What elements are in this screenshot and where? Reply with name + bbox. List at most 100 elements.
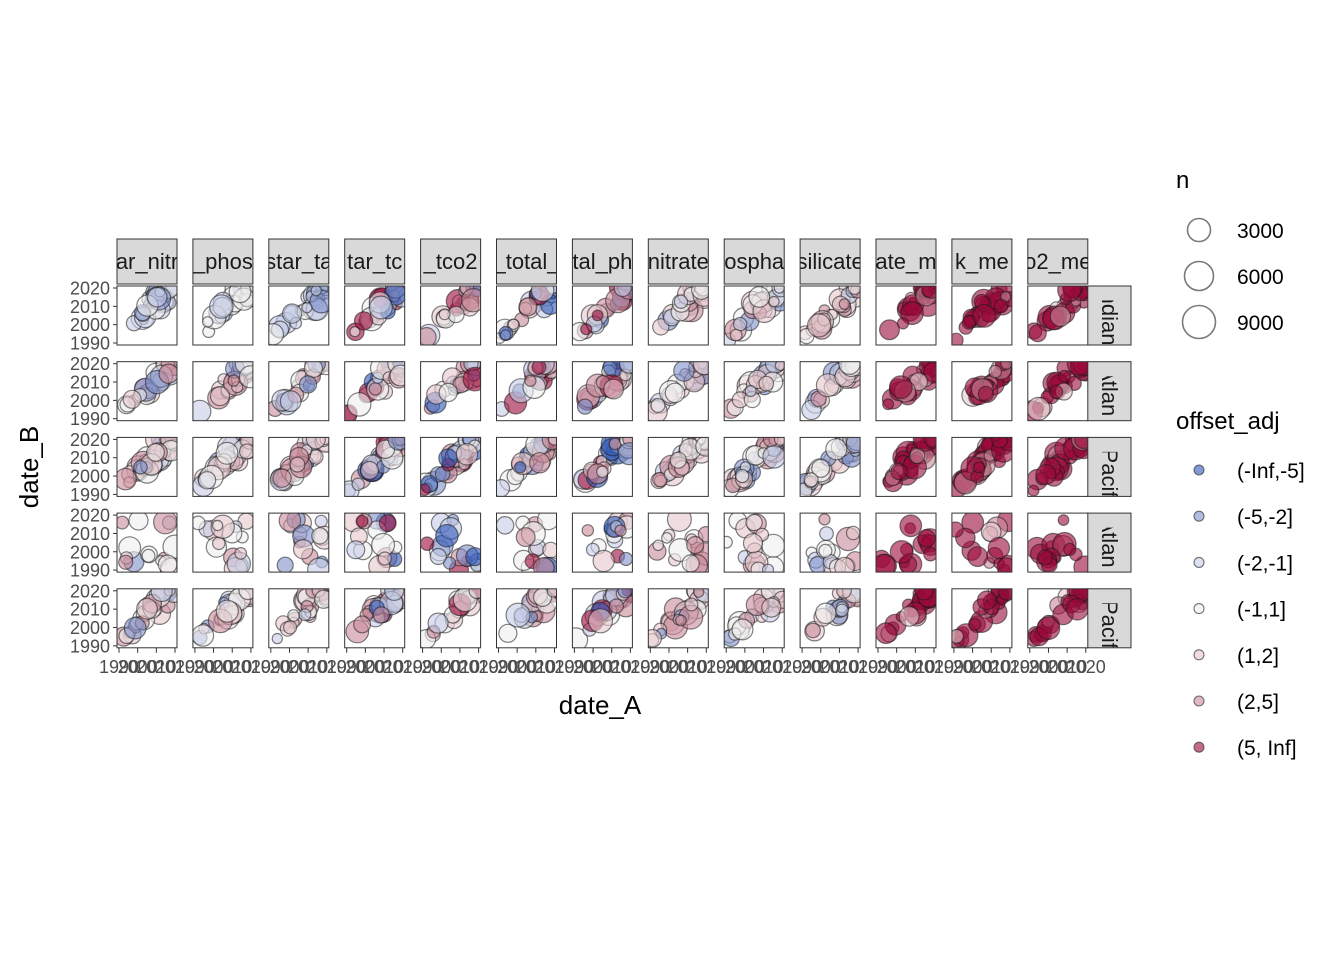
data-point bbox=[455, 442, 479, 466]
facet-panel bbox=[192, 361, 254, 422]
facet-panel bbox=[268, 588, 330, 649]
data-point bbox=[158, 363, 177, 384]
point-layer bbox=[192, 513, 253, 573]
facet-panel bbox=[116, 285, 178, 346]
strip-background bbox=[951, 238, 1013, 285]
point-layer bbox=[1027, 361, 1088, 421]
data-point bbox=[146, 443, 165, 462]
x-tick-label: 1990 bbox=[782, 657, 822, 677]
data-point bbox=[921, 286, 936, 299]
data-point bbox=[462, 366, 481, 392]
panel-border bbox=[496, 436, 557, 497]
data-point bbox=[923, 546, 936, 562]
data-point bbox=[673, 294, 689, 309]
facet-panel bbox=[571, 588, 633, 649]
column-facet-strip: tar_tc bbox=[344, 238, 406, 285]
data-point bbox=[805, 622, 821, 639]
facet-panel bbox=[1027, 436, 1089, 497]
data-point bbox=[1063, 542, 1077, 557]
data-point bbox=[692, 361, 709, 376]
point-layer bbox=[268, 286, 329, 345]
x-tick-label: 2020 bbox=[1066, 657, 1106, 677]
data-point bbox=[806, 313, 832, 338]
data-point bbox=[239, 443, 253, 460]
facet-panel bbox=[192, 285, 254, 346]
x-tick-label: 1990 bbox=[934, 657, 974, 677]
color-legend-key bbox=[1193, 741, 1205, 753]
panel-border bbox=[420, 512, 482, 573]
data-point bbox=[576, 398, 594, 415]
data-point bbox=[1074, 437, 1088, 450]
column-facet-strip: k_me bbox=[951, 238, 1013, 285]
panel-border bbox=[344, 361, 406, 422]
x-tick-label: 2010 bbox=[668, 657, 708, 677]
panel-border bbox=[1027, 361, 1089, 422]
data-point bbox=[761, 597, 782, 618]
data-point bbox=[1000, 361, 1012, 370]
data-point bbox=[122, 389, 142, 409]
strip-background bbox=[420, 238, 482, 285]
panel-border bbox=[192, 588, 254, 649]
point-layer bbox=[117, 513, 177, 573]
y-tick-label: 2010 bbox=[70, 600, 110, 620]
panel-border bbox=[571, 436, 633, 497]
panel-border bbox=[571, 512, 633, 573]
strip-background bbox=[723, 238, 785, 285]
data-point bbox=[420, 327, 437, 345]
data-point bbox=[1057, 286, 1082, 303]
data-point bbox=[372, 606, 390, 624]
facet-panel bbox=[116, 588, 178, 649]
data-point bbox=[819, 526, 834, 541]
data-point bbox=[1049, 384, 1064, 399]
data-point bbox=[581, 524, 595, 537]
strip-background bbox=[344, 238, 406, 285]
panel-border bbox=[192, 361, 254, 422]
point-layer bbox=[117, 361, 177, 415]
data-point bbox=[192, 399, 212, 421]
x-tick-label: 2000 bbox=[421, 657, 461, 677]
panel-border bbox=[951, 285, 1013, 346]
panel-border bbox=[268, 361, 330, 422]
y-tick-label: 2020 bbox=[70, 506, 110, 526]
strip-background bbox=[875, 238, 937, 285]
facet-panel bbox=[723, 361, 785, 422]
data-point bbox=[427, 612, 449, 634]
x-tick-label: 2020 bbox=[990, 657, 1030, 677]
x-tick-label: 1990 bbox=[706, 657, 746, 677]
data-point bbox=[234, 547, 248, 560]
facet-panel bbox=[647, 512, 709, 573]
strip-background bbox=[1027, 238, 1089, 285]
y-tick-label: 2000 bbox=[70, 467, 110, 487]
row-facet-label: Atlan bbox=[1097, 366, 1122, 416]
data-point bbox=[311, 527, 329, 545]
data-point bbox=[889, 540, 914, 564]
x-tick-label: 1990 bbox=[327, 657, 367, 677]
facet-panel bbox=[875, 361, 937, 422]
data-point bbox=[281, 303, 303, 324]
y-tick-label: 2010 bbox=[70, 297, 110, 317]
x-tick-label: 2000 bbox=[1028, 657, 1068, 677]
point-layer bbox=[581, 513, 633, 573]
data-point bbox=[353, 311, 374, 331]
y-tick-label: 2020 bbox=[70, 430, 110, 450]
x-tick-label: 2010 bbox=[744, 657, 784, 677]
row-facet-label: . Pacif bbox=[1097, 436, 1122, 498]
facet-panel bbox=[951, 436, 1013, 497]
facet-panel bbox=[420, 588, 482, 649]
data-point bbox=[580, 323, 593, 336]
data-point bbox=[1036, 549, 1054, 566]
data-point bbox=[420, 483, 431, 497]
data-point bbox=[128, 513, 149, 531]
data-point bbox=[675, 614, 687, 627]
panel-border bbox=[799, 361, 861, 422]
point-layer bbox=[496, 286, 557, 344]
size-legend-key bbox=[1186, 217, 1212, 243]
data-point bbox=[507, 318, 520, 331]
point-layer bbox=[951, 588, 1012, 648]
point-layer bbox=[878, 286, 936, 341]
color-legend-label: (-2,-1] bbox=[1237, 552, 1293, 575]
facet-panel bbox=[420, 436, 482, 497]
panel-border bbox=[116, 436, 178, 497]
data-point bbox=[268, 323, 285, 345]
facet-panel bbox=[192, 436, 254, 497]
